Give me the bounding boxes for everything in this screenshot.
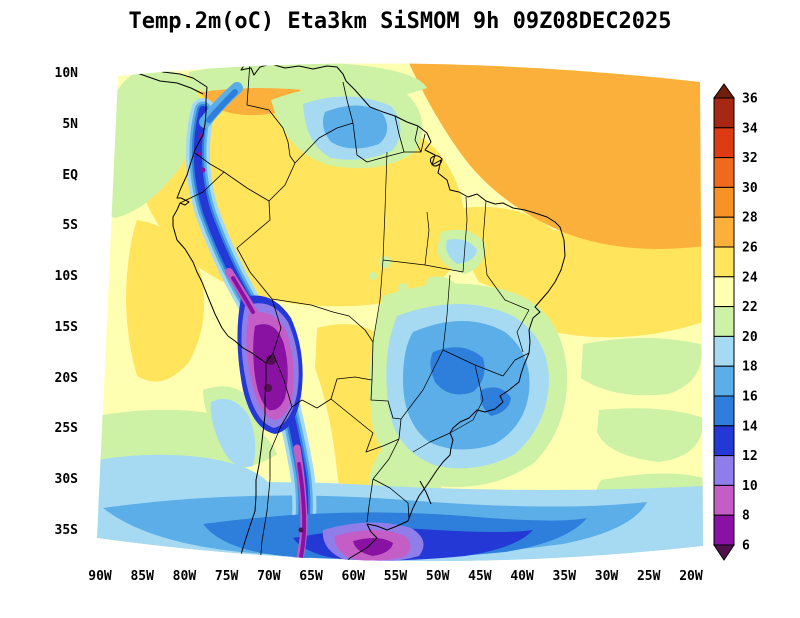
colorbar-tick-label: 26	[742, 241, 758, 256]
page-title: Temp.2m(oC) Eta3km SiSMOM 9h 09Z08DEC202…	[128, 9, 672, 34]
colorbar-tick-label: 24	[742, 270, 758, 285]
colorbar-tick-label: 10	[742, 479, 758, 494]
colorbar-band	[713, 276, 735, 308]
colorbar-band	[713, 484, 735, 516]
colorbar-tick-label: 32	[742, 151, 758, 166]
lon-tick-label: 45W	[468, 569, 492, 584]
lon-tick-label: 25W	[636, 569, 661, 584]
colorbar-band	[713, 186, 735, 218]
lon-tick-label: 80W	[172, 569, 197, 584]
colorbar-band	[713, 246, 735, 278]
state-borders	[372, 151, 530, 453]
island-dots	[97, 178, 106, 186]
lon-tick-label: 75W	[214, 569, 239, 584]
lon-tick-label: 85W	[130, 569, 154, 584]
lon-tick-label: 35W	[552, 569, 577, 584]
colorbar-tick-label: 20	[742, 330, 758, 345]
colorbar-tick-label: 36	[742, 92, 758, 107]
colorbar-band	[713, 425, 735, 457]
lat-tick-label: 30S	[54, 472, 78, 488]
colorbar-band	[713, 306, 735, 337]
lat-tick-label: 5N	[62, 116, 78, 132]
country-borders	[179, 63, 426, 562]
lat-tick-label: 35S	[54, 523, 78, 539]
colorbar-band	[713, 395, 735, 427]
lat-tick-label: 10N	[54, 66, 78, 81]
lon-tick-label: 50W	[425, 569, 450, 584]
lat-tick-label: 10S	[54, 269, 78, 285]
colorbar-tick-label: 14	[742, 419, 758, 434]
colorbar-band	[713, 335, 735, 367]
colorbar-tick-label: 12	[742, 449, 758, 464]
band-below-6	[264, 355, 304, 533]
colorbar-tick-label: 6	[742, 539, 750, 554]
lat-tick-label: 15S	[54, 319, 78, 335]
lat-axis: 10N 5N EQ 5S 10S 15S 20S 25S 30S 35S	[0, 0, 78, 618]
lat-tick-label: EQ	[62, 167, 78, 183]
coastline	[118, 63, 566, 562]
colorbar-band	[713, 216, 735, 248]
lon-tick-label: 30W	[594, 569, 619, 584]
colorbar-band	[713, 514, 735, 546]
colorbar-band	[713, 127, 735, 159]
colorbar-under-triangle	[713, 544, 735, 561]
lat-tick-label: 5S	[62, 218, 78, 234]
colorbar-tick-label: 30	[742, 181, 758, 196]
colorbar-band	[713, 97, 735, 129]
colorbar-band	[713, 365, 735, 397]
colorbar-tick-label: 34	[742, 121, 758, 136]
lon-tick-label: 40W	[510, 569, 534, 584]
lon-axis: 90W 85W 80W 75W 70W 65W 60W 55W 50W 45W 40W 35W 30W 2…	[0, 567, 800, 587]
map-canvas	[97, 63, 703, 562]
lon-tick-label: 70W	[257, 569, 281, 584]
lon-tick-label: 60W	[341, 569, 365, 584]
colorbar-tick-label: 18	[742, 360, 758, 375]
temperature-field	[97, 63, 703, 562]
colorbar-tick-label: 22	[742, 300, 758, 315]
lat-tick-label: 20S	[54, 370, 78, 386]
colorbar-tick-label: 16	[742, 390, 758, 405]
colorbar-over-triangle	[713, 83, 735, 99]
lon-tick-label: 65W	[299, 569, 323, 584]
lon-tick-label: 55W	[383, 569, 408, 584]
colorbar-tick-label: 28	[742, 211, 758, 226]
lon-tick-label: 90W	[88, 569, 112, 584]
colorbar: 36 34 32 30 28 26 24 22 20 18 16 14 12 10 8 6	[713, 83, 758, 561]
colorbar-band	[713, 157, 735, 188]
lon-tick-label: 20W	[679, 569, 703, 584]
colorbar-tick-label: 8	[742, 509, 750, 524]
band-6-8	[197, 133, 393, 562]
colorbar-band	[713, 455, 735, 486]
lat-tick-label: 25S	[54, 421, 78, 437]
